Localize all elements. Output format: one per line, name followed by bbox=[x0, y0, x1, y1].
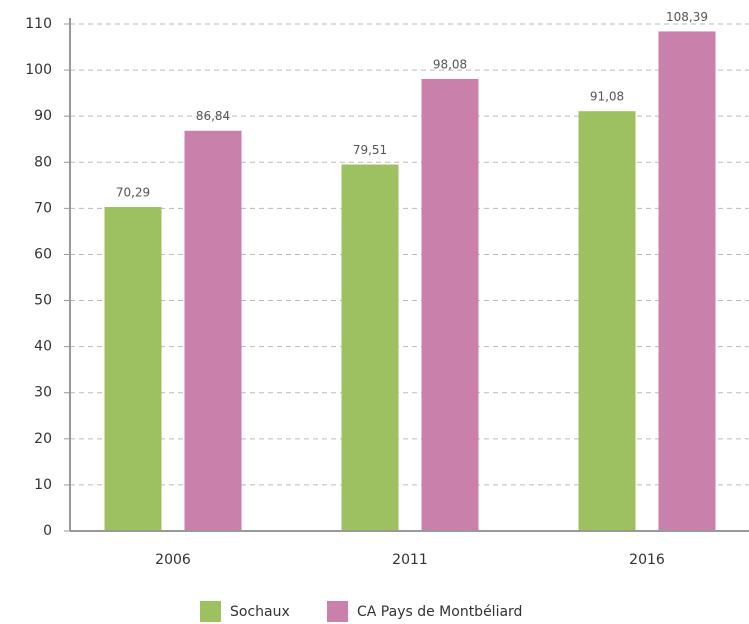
y-tick-label: 50 bbox=[34, 293, 52, 309]
y-tick-label: 30 bbox=[34, 385, 52, 401]
bar bbox=[341, 164, 399, 531]
legend-swatch bbox=[200, 601, 221, 622]
y-tick-label: 70 bbox=[34, 200, 52, 216]
x-tick-label: 2011 bbox=[392, 552, 428, 568]
y-tick-label: 110 bbox=[25, 16, 52, 32]
legend-swatch bbox=[327, 601, 348, 622]
legend-label: Sochaux bbox=[230, 604, 290, 620]
value-label: 108,39 bbox=[666, 10, 708, 24]
value-label: 79,51 bbox=[353, 143, 387, 157]
value-label: 98,08 bbox=[433, 57, 467, 71]
x-tick-label: 2016 bbox=[629, 552, 665, 568]
legend-label: CA Pays de Montbéliard bbox=[357, 604, 522, 620]
bar bbox=[658, 31, 716, 532]
bar bbox=[104, 207, 162, 532]
value-label: 70,29 bbox=[116, 186, 150, 200]
bar bbox=[578, 111, 636, 531]
y-tick-label: 60 bbox=[34, 246, 52, 262]
y-tick-label: 80 bbox=[34, 154, 52, 170]
y-tick-label: 90 bbox=[34, 108, 52, 124]
value-label: 91,08 bbox=[590, 90, 624, 104]
value-label: 86,84 bbox=[196, 109, 230, 123]
x-tick-label: 2006 bbox=[155, 552, 191, 568]
y-tick-label: 20 bbox=[34, 431, 52, 447]
y-tick-label: 10 bbox=[34, 477, 52, 493]
bar bbox=[421, 78, 479, 531]
y-tick-label: 100 bbox=[25, 62, 52, 78]
y-tick-label: 0 bbox=[43, 523, 52, 539]
bar bbox=[184, 130, 242, 531]
y-tick-label: 40 bbox=[34, 339, 52, 355]
